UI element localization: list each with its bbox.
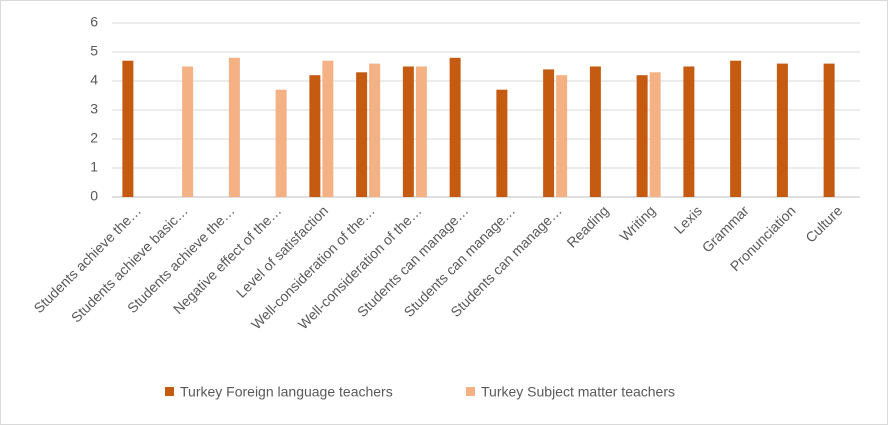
bar — [356, 72, 368, 197]
bar — [823, 63, 835, 197]
bar — [228, 57, 240, 197]
y-tick-label: 5 — [90, 43, 98, 59]
y-tick-label: 1 — [90, 159, 98, 175]
bar — [496, 89, 508, 197]
bar — [182, 66, 194, 197]
bar — [683, 66, 695, 197]
bar — [415, 66, 427, 197]
y-tick-label: 0 — [90, 188, 98, 204]
bar — [402, 66, 414, 197]
y-tick-label: 3 — [90, 101, 98, 117]
bar — [322, 60, 334, 198]
bar — [776, 63, 788, 197]
bar — [122, 60, 134, 198]
bar — [730, 60, 742, 198]
bar — [636, 75, 648, 197]
bar — [369, 63, 381, 197]
legend-swatch — [466, 387, 475, 396]
legend-swatch — [165, 387, 174, 396]
bar — [556, 75, 568, 197]
y-tick-label: 2 — [90, 130, 98, 146]
y-tick-label: 4 — [90, 72, 98, 88]
bar — [543, 69, 555, 197]
legend-label: Turkey Subject matter teachers — [481, 384, 675, 400]
legend-label: Turkey Foreign language teachers — [180, 384, 393, 400]
bar — [589, 66, 601, 197]
bar — [449, 57, 461, 197]
bar — [275, 89, 287, 197]
bar — [649, 72, 661, 197]
y-tick-label: 6 — [90, 14, 98, 30]
bar — [309, 75, 321, 197]
